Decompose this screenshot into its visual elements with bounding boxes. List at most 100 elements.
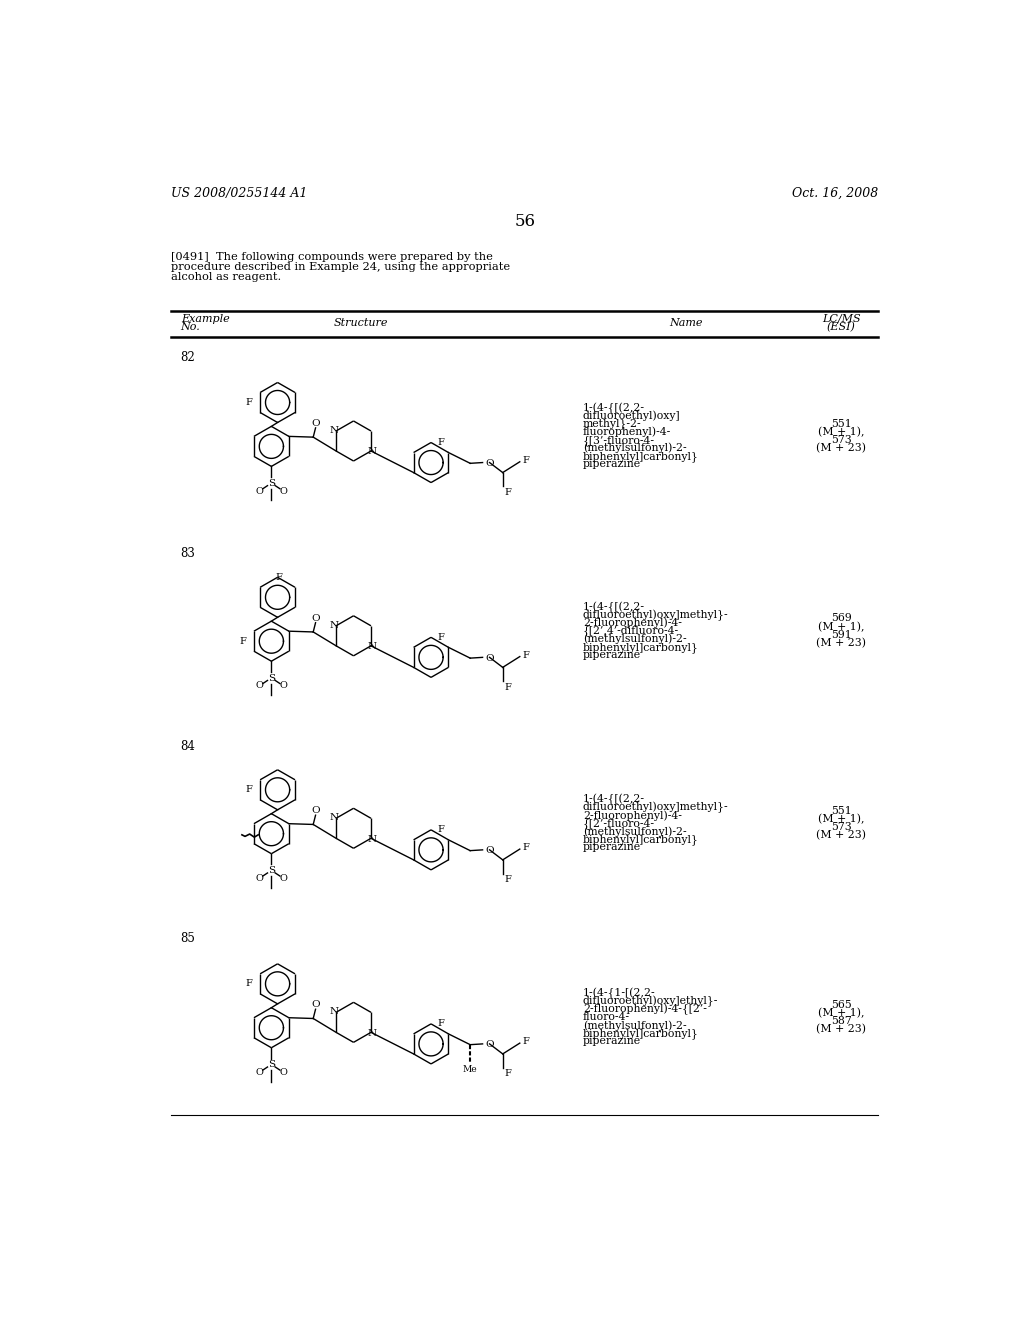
Text: difluoroethyl)oxy]ethyl}-: difluoroethyl)oxy]ethyl}- [583,997,718,1007]
Text: O: O [255,1068,263,1077]
Text: N: N [330,426,339,434]
Text: piperazine: piperazine [583,459,641,469]
Text: (M + 23): (M + 23) [816,1024,866,1035]
Text: F: F [437,438,444,447]
Text: (M + 1),: (M + 1), [818,814,864,825]
Text: O: O [485,1040,494,1049]
Text: 1-(4-{[(2,2-: 1-(4-{[(2,2- [583,602,645,612]
Text: N: N [368,642,377,651]
Text: 551: 551 [830,418,851,429]
Text: O: O [280,681,288,690]
Text: N: N [330,813,339,822]
Text: S: S [268,479,274,488]
Text: 2-fluorophenyl)-4-: 2-fluorophenyl)-4- [583,618,682,628]
Text: Name: Name [670,318,702,327]
Text: F: F [522,843,529,851]
Text: F: F [504,488,511,496]
Text: 83: 83 [180,548,196,560]
Text: No.: No. [180,322,201,331]
Text: O: O [311,614,319,623]
Text: O: O [280,874,288,883]
Text: (M + 1),: (M + 1), [818,426,864,437]
Text: 2-fluorophenyl)-4-{[2’-: 2-fluorophenyl)-4-{[2’- [583,1005,707,1015]
Text: (M + 23): (M + 23) [816,444,866,453]
Text: Oct. 16, 2008: Oct. 16, 2008 [792,186,879,199]
Text: 591: 591 [830,630,851,640]
Text: methyl}-2-: methyl}-2- [583,418,642,429]
Text: 84: 84 [180,739,196,752]
Text: F: F [240,636,247,645]
Text: (M + 1),: (M + 1), [818,622,864,632]
Text: F: F [522,1038,529,1045]
Text: S: S [268,673,274,682]
Text: {[2’,4’-difluoro-4-: {[2’,4’-difluoro-4- [583,626,679,636]
Text: difluoroethyl)oxy]: difluoroethyl)oxy] [583,411,681,421]
Text: O: O [311,807,319,814]
Text: 551: 551 [830,807,851,816]
Text: difluoroethyl)oxy]methyl}-: difluoroethyl)oxy]methyl}- [583,803,728,813]
Text: O: O [255,874,263,883]
Text: O: O [280,1068,288,1077]
Text: [0491]  The following compounds were prepared by the: [0491] The following compounds were prep… [171,252,493,263]
Text: 2-fluorophenyl)-4-: 2-fluorophenyl)-4- [583,810,682,821]
Text: F: F [275,573,283,582]
Text: 56: 56 [514,213,536,230]
Text: 573: 573 [830,434,851,445]
Text: alcohol as reagent.: alcohol as reagent. [171,272,281,282]
Text: 573: 573 [830,822,851,832]
Text: (methylsulfonyl)-2-: (methylsulfonyl)-2- [583,1020,686,1031]
Text: {[2’-fluoro-4-: {[2’-fluoro-4- [583,818,655,829]
Text: F: F [522,651,529,660]
Text: 565: 565 [830,1001,851,1010]
Text: S: S [268,866,274,875]
Text: O: O [255,681,263,690]
Text: biphenylyl]carbonyl}: biphenylyl]carbonyl} [583,451,698,462]
Text: F: F [246,399,253,407]
Text: F: F [504,1069,511,1078]
Text: F: F [437,1019,444,1028]
Text: N: N [368,1028,377,1038]
Text: F: F [504,875,511,884]
Text: (M + 23): (M + 23) [816,830,866,841]
Text: F: F [504,682,511,692]
Text: F: F [246,979,253,989]
Text: 1-(4-{[(2,2-: 1-(4-{[(2,2- [583,403,645,414]
Text: (methylsulfonyl)-2-: (methylsulfonyl)-2- [583,634,686,644]
Text: LC/MS: LC/MS [821,314,860,323]
Text: O: O [485,653,494,663]
Text: biphenylyl]carbonyl}: biphenylyl]carbonyl} [583,834,698,845]
Text: (methylsulfonyl)-2-: (methylsulfonyl)-2- [583,826,686,837]
Text: 1-(4-{[(2,2-: 1-(4-{[(2,2- [583,793,645,805]
Text: biphenylyl]carbonyl}: biphenylyl]carbonyl} [583,1028,698,1039]
Text: N: N [368,447,377,457]
Text: Example: Example [180,314,229,323]
Text: N: N [330,620,339,630]
Text: O: O [485,846,494,855]
Text: N: N [368,834,377,843]
Text: O: O [280,487,288,495]
Text: (M + 1),: (M + 1), [818,1008,864,1019]
Text: difluoroethyl)oxy]methyl}-: difluoroethyl)oxy]methyl}- [583,610,728,620]
Text: biphenylyl]carbonyl}: biphenylyl]carbonyl} [583,642,698,652]
Text: fluorophenyl)-4-: fluorophenyl)-4- [583,426,671,437]
Text: piperazine: piperazine [583,1036,641,1047]
Text: O: O [485,459,494,467]
Text: O: O [311,1001,319,1008]
Text: 82: 82 [180,351,196,364]
Text: (M + 23): (M + 23) [816,638,866,648]
Text: Structure: Structure [333,318,388,327]
Text: piperazine: piperazine [583,649,641,660]
Text: Me: Me [463,1065,477,1073]
Text: N: N [330,1007,339,1016]
Text: US 2008/0255144 A1: US 2008/0255144 A1 [171,186,307,199]
Text: {[3’-fluoro-4-: {[3’-fluoro-4- [583,434,655,446]
Text: 587: 587 [830,1016,851,1026]
Text: (ESI): (ESI) [826,322,855,331]
Text: (methylsulfonyl)-2-: (methylsulfonyl)-2- [583,444,686,454]
Text: O: O [311,418,319,428]
Text: O: O [255,487,263,495]
Text: F: F [437,825,444,834]
Text: 569: 569 [830,614,851,623]
Text: S: S [268,1060,274,1069]
Text: F: F [522,455,529,465]
